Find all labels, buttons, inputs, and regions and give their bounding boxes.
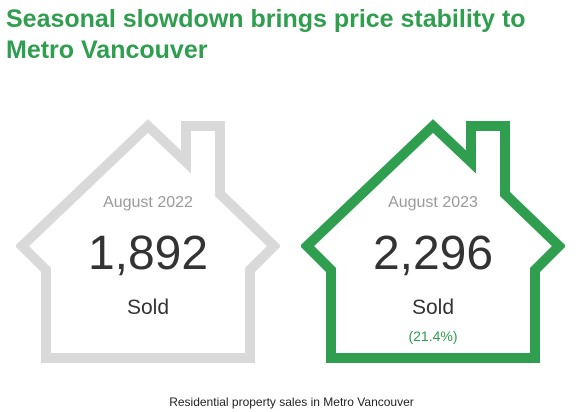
house-card-august-2022: August 2022 1,892 Sold	[16, 118, 280, 364]
period-label: August 2023	[388, 194, 478, 211]
house-card-august-2023: August 2023 2,296 Sold (21.4%)	[301, 118, 565, 364]
percent-change: (21.4%)	[408, 328, 458, 344]
chart-caption: Residential property sales in Metro Vanc…	[169, 395, 414, 409]
headline: Seasonal slowdown brings price stability…	[6, 5, 526, 64]
sales-count: 2,296	[372, 227, 494, 280]
sold-label: Sold	[411, 296, 455, 319]
period-label: August 2022	[103, 194, 193, 211]
sales-count: 1,892	[87, 227, 209, 280]
house-outline-icon	[301, 119, 565, 363]
sold-label: Sold	[126, 296, 170, 319]
house-outline-icon	[16, 119, 280, 363]
